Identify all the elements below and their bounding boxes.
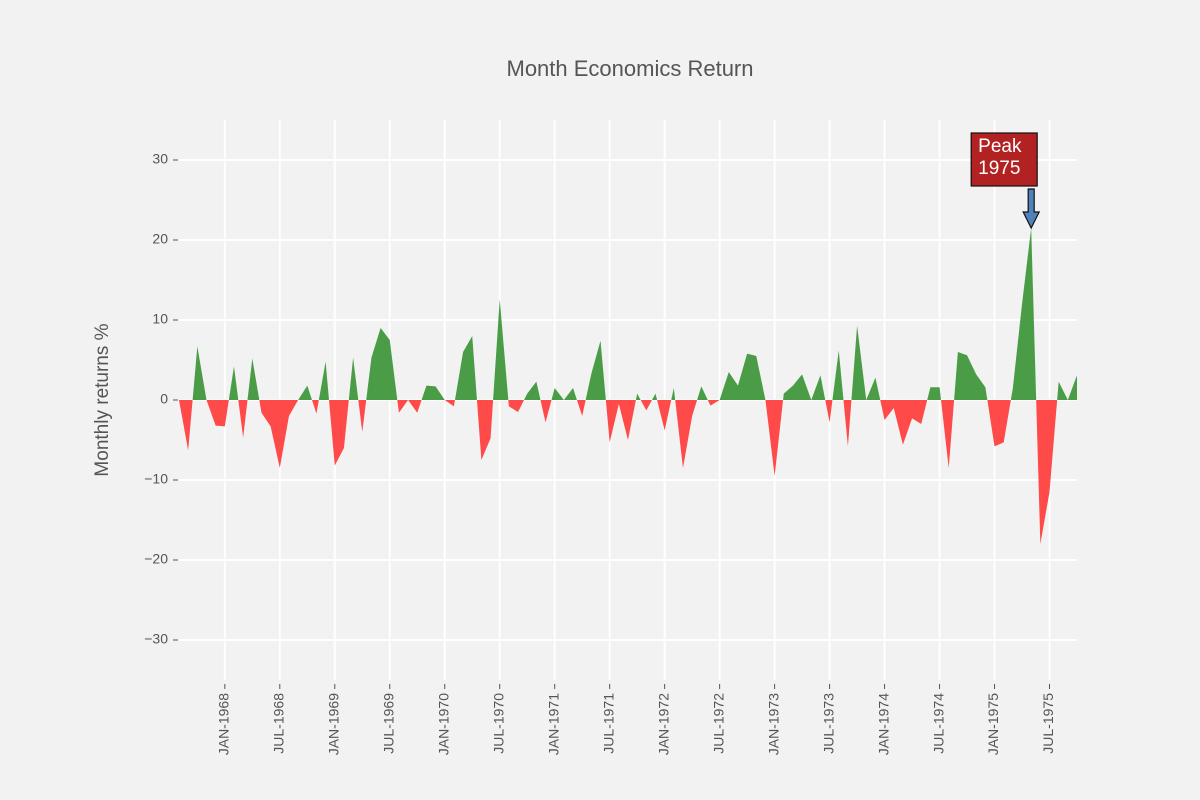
x-tick-label: JAN-1973	[765, 693, 781, 755]
x-tick-label: JAN-1971	[545, 693, 561, 755]
x-tick-label: JAN-1970	[435, 693, 451, 755]
x-tick-label: JUL-1971	[600, 693, 616, 754]
annotation-text: Peak	[978, 136, 1022, 157]
x-tick-label: JUL-1975	[1040, 693, 1056, 754]
x-tick-label: JAN-1968	[216, 693, 232, 755]
y-axis-label: Monthly returns %	[92, 323, 113, 476]
negative-area	[179, 400, 1077, 544]
annotation-text: 1975	[978, 158, 1020, 179]
chart-title: Month Economics Return	[507, 56, 754, 81]
x-tick-label: JAN-1974	[875, 693, 891, 755]
x-tick-label: JUL-1970	[490, 693, 506, 754]
y-tick-label: 30	[152, 151, 168, 167]
x-tick-label: JAN-1975	[985, 693, 1001, 755]
annotation-arrow	[1022, 188, 1041, 230]
y-tick-label: −20	[144, 551, 168, 567]
x-tick-label: JUL-1968	[270, 693, 286, 754]
y-tick-label: 20	[152, 231, 168, 247]
x-tick-label: JAN-1969	[325, 693, 341, 755]
y-tick-label: 0	[160, 391, 168, 407]
y-tick-label: −30	[144, 631, 168, 647]
annotation-box	[970, 132, 1038, 187]
y-tick-label: 10	[152, 311, 168, 327]
y-tick-label: −10	[144, 471, 168, 487]
x-tick-label: JUL-1974	[930, 693, 946, 754]
x-tick-label: JAN-1972	[655, 693, 671, 755]
x-tick-label: JUL-1969	[380, 693, 396, 754]
x-tick-label: JUL-1973	[820, 693, 836, 754]
x-tick-label: JUL-1972	[710, 693, 726, 754]
